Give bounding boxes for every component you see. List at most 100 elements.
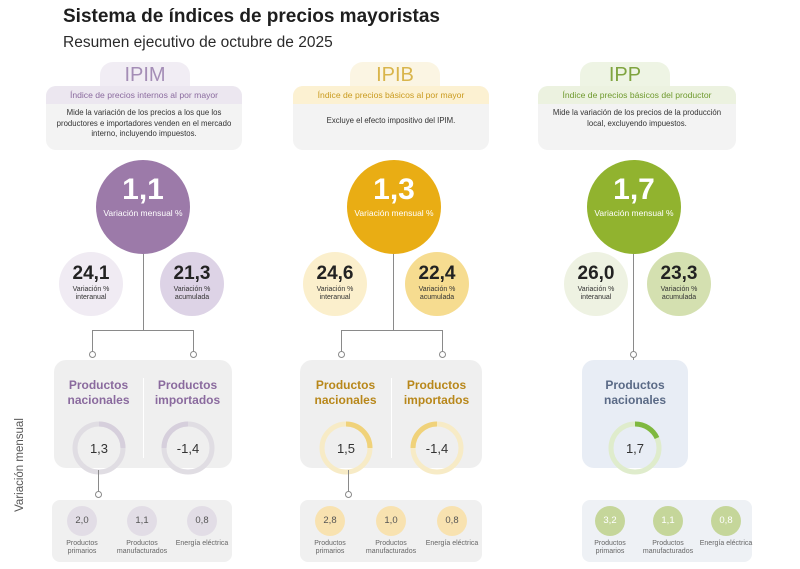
ipib-categories-box: 2,8 Productos primarios 1,0 Productos ma… [300, 500, 482, 562]
ipim-interanual-label: Variación % interanual [72, 286, 110, 301]
ipib-monthly-label: Variación mensual % [354, 208, 434, 218]
category-value: 2,0 [67, 506, 97, 536]
connector-dot [345, 491, 352, 498]
category-manufacturados: 1,1 Productos manufacturados [112, 506, 172, 556]
category-energia: 0,8 Energía eléctrica [172, 506, 232, 548]
ipim-tab: IPIM [100, 62, 190, 88]
product-value: 1,3 [89, 441, 107, 456]
ipp-product-nacionales: Productos nacionales 1,7 [582, 360, 688, 478]
ipim-product-nacionales: Productos nacionales 1,3 [54, 360, 143, 478]
ipib-monthly-circle: 1,3 Variación mensual % [347, 160, 441, 254]
connector-dot [439, 351, 446, 358]
product-name: Productos nacionales [67, 378, 130, 407]
connector-dot [89, 351, 96, 358]
ipib-definition-header-bg [293, 86, 489, 104]
category-manufacturados: 1,1 Productos manufacturados [638, 506, 698, 556]
category-primarios: 2,8 Productos primarios [300, 506, 360, 556]
ipp-monthly-circle: 1,7 Variación mensual % [587, 160, 681, 254]
ipib-acumulada-value: 22,4 [418, 263, 456, 284]
ipim-acumulada-label: Variación % acumulada [173, 286, 211, 301]
connector-dot [95, 491, 102, 498]
category-label: Energía eléctrica [425, 540, 479, 547]
divider [143, 378, 144, 458]
ipib-interanual-circle: 24,6 Variación % interanual [303, 252, 367, 316]
ipp-products-box: Productos nacionales 1,7 [582, 360, 688, 475]
category-primarios: 3,2 Productos primarios [580, 506, 640, 556]
ipib-acumulada-label: Variación % acumulada [418, 286, 456, 301]
ipib-definition-box: Índice de precios básicos al por mayor E… [293, 86, 489, 150]
ipim-products-box: Productos nacionales 1,3 Productos impor… [54, 360, 232, 475]
ipp-nacionales-ring: 1,7 [608, 421, 662, 475]
ipim-column: IPIM Índice de precios internos al por m… [22, 0, 262, 569]
ipim-product-importados: Productos importados -1,4 [143, 360, 232, 478]
ipp-interanual-circle: 26,0 Variación % interanual [564, 252, 628, 316]
ipib-description: Excluye el efecto impositivo del IPIM. [326, 116, 456, 125]
category-label: Productos primarios [314, 540, 346, 555]
category-label: Energía eléctrica [699, 540, 753, 547]
ipp-monthly-value: 1,7 [613, 173, 655, 206]
ipp-acumulada-value: 23,3 [660, 263, 698, 284]
category-value: 1,0 [376, 506, 406, 536]
connector-line [633, 250, 634, 360]
category-manufacturados: 1,0 Productos manufacturados [361, 506, 421, 556]
ipim-interanual-circle: 24,1 Variación % interanual [59, 252, 123, 316]
ipim-monthly-circle: 1,1 Variación mensual % [96, 160, 190, 254]
ipim-acumulada-value: 21,3 [173, 263, 211, 284]
ipib-product-importados: Productos importados -1,4 [391, 360, 482, 478]
ipib-tab: IPIB [350, 62, 440, 88]
ipim-interanual-value: 24,1 [72, 263, 110, 284]
ipim-monthly-value: 1,1 [122, 173, 164, 206]
product-name: Productos nacionales [603, 378, 667, 407]
product-name: Productos importados [154, 378, 221, 407]
connector-line [92, 330, 93, 354]
ipib-index-name: Índice de precios básicos al por mayor [317, 90, 465, 100]
page-subtitle: Resumen ejecutivo de octubre de 2025 [63, 34, 333, 51]
ipp-acumulada-label: Variación % acumulada [660, 286, 698, 301]
ipib-interanual-label: Variación % interanual [316, 286, 354, 301]
ipib-nacionales-ring: 1,5 [319, 421, 372, 475]
ipp-definition-box: Índice de precios básicos del productor … [538, 86, 736, 150]
category-label: Productos primarios [594, 540, 626, 555]
connector-dot [338, 351, 345, 358]
ipp-tab: IPP [580, 62, 670, 88]
divider [391, 378, 392, 458]
ipim-index-name: Índice de precios internos al por mayor [69, 90, 219, 100]
category-energia: 0,8 Energía eléctrica [696, 506, 756, 548]
category-value: 1,1 [127, 506, 157, 536]
connector-line [348, 470, 349, 494]
ipib-interanual-value: 24,6 [316, 263, 354, 284]
category-value: 3,2 [595, 506, 625, 536]
category-value: 0,8 [711, 506, 741, 536]
ipp-acumulada-circle: 23,3 Variación % acumulada [647, 252, 711, 316]
connector-line [193, 330, 194, 354]
ipib-column: IPIB Índice de precios básicos al por ma… [272, 0, 512, 569]
connector-dot [630, 351, 637, 358]
ipp-index-name: Índice de precios básicos del productor [562, 90, 712, 100]
ipp-column: IPP Índice de precios básicos del produc… [516, 0, 756, 569]
ipp-interanual-label: Variación % interanual [577, 286, 615, 301]
category-label: Energía eléctrica [175, 540, 229, 547]
ipp-description: Mide la variación de los precios de la p… [552, 108, 722, 128]
ipim-acumulada-circle: 21,3 Variación % acumulada [160, 252, 224, 316]
ipib-products-box: Productos nacionales 1,5 Productos impor… [300, 360, 482, 475]
connector-line [143, 250, 144, 330]
product-name: Productos importados [403, 378, 470, 407]
connector-line [92, 330, 194, 331]
connector-line [341, 330, 443, 331]
category-energia: 0,8 Energía eléctrica [422, 506, 482, 548]
ipib-acumulada-circle: 22,4 Variación % acumulada [405, 252, 469, 316]
category-label: Productos manufacturados [642, 540, 694, 555]
connector-line [393, 250, 394, 330]
ipim-definition-box: Índice de precios internos al por mayor … [46, 86, 242, 150]
connector-dot [190, 351, 197, 358]
product-value: -1,4 [425, 441, 447, 456]
ipim-monthly-label: Variación mensual % [103, 208, 183, 218]
ipim-importados-ring: -1,4 [161, 421, 214, 475]
product-value: 1,7 [626, 441, 644, 456]
ipim-categories-box: 2,0 Productos primarios 1,1 Productos ma… [52, 500, 232, 562]
category-value: 1,1 [653, 506, 683, 536]
ipp-definition-header-bg [538, 86, 736, 104]
ipp-monthly-label: Variación mensual % [594, 208, 674, 218]
ipim-nacionales-ring: 1,3 [72, 421, 125, 475]
connector-line [98, 470, 99, 494]
